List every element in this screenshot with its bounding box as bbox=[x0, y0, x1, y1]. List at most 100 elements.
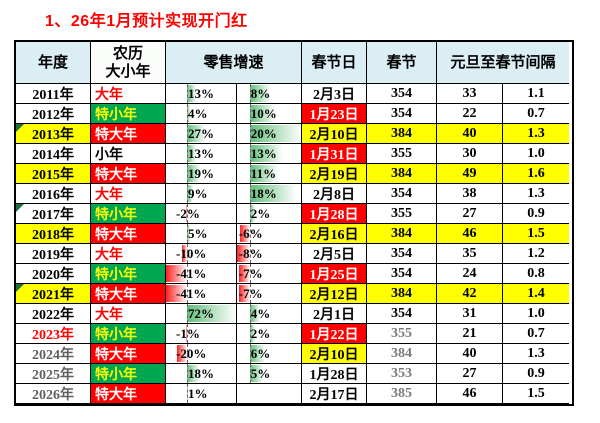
lunar-year-type-cell: 大年 bbox=[91, 304, 166, 324]
growth-value-label: 19% bbox=[188, 166, 214, 181]
zero-axis-line bbox=[187, 104, 188, 123]
growth-value-label: 27% bbox=[188, 126, 214, 141]
negative-data-bar bbox=[181, 245, 187, 262]
negative-data-bar bbox=[238, 285, 250, 302]
gap-days-cell: 46 bbox=[437, 384, 503, 404]
spring-festival-cell: 354 bbox=[367, 184, 437, 204]
gap-days-cell: 27 bbox=[437, 364, 503, 384]
header-cny-date: 春节日 bbox=[302, 42, 367, 84]
year-cell: 2011年 bbox=[16, 84, 91, 104]
negative-data-bar bbox=[240, 225, 250, 242]
header-retail-growth: 零售增速 bbox=[166, 42, 302, 84]
gap-days-cell: 21 bbox=[437, 324, 503, 344]
spring-festival-cell: 354 bbox=[367, 104, 437, 124]
retail-growth-cell-1: 72% bbox=[166, 304, 237, 324]
table-row: 2014年 小年 13% 13% 1月31日 355 30 1.0 bbox=[16, 144, 572, 164]
growth-value-label: 9% bbox=[188, 186, 208, 201]
table-header: 年度 农历 大小年 零售增速 春节日 春节 元旦至春节间隔 bbox=[16, 42, 572, 84]
gap-ratio-cell: 0.7 bbox=[503, 324, 569, 344]
growth-value-label: 18% bbox=[250, 186, 277, 201]
lunar-year-type-cell: 特小年 bbox=[91, 364, 166, 384]
cny-date-cell: 1月23日 bbox=[302, 104, 367, 124]
retail-growth-cell-1: 19% bbox=[166, 164, 237, 184]
table-row: 2017年 特小年 -2% 2% 1月28日 355 27 0.9 bbox=[16, 204, 572, 224]
growth-value-label: 5% bbox=[188, 226, 208, 241]
negative-data-bar bbox=[237, 245, 250, 262]
lunar-year-type-cell: 大年 bbox=[91, 184, 166, 204]
year-cell: 2017年 bbox=[16, 204, 91, 224]
cny-date-cell: 1月22日 bbox=[302, 324, 367, 344]
table-row: 2012年 特小年 4% 10% 1月23日 354 22 0.7 bbox=[16, 104, 572, 124]
year-cell: 2016年 bbox=[16, 184, 91, 204]
cny-date-cell: 2月8日 bbox=[302, 184, 367, 204]
gap-days-cell: 46 bbox=[437, 224, 503, 244]
table-row: 2024年 特大年 -20% 6% 2月10日 384 40 1.3 bbox=[16, 344, 572, 364]
growth-value-label: 20% bbox=[250, 126, 277, 141]
zero-axis-line bbox=[249, 264, 251, 283]
table-row: 2015年 特大年 19% 11% 2月19日 384 49 1.6 bbox=[16, 164, 572, 184]
cny-date-cell: 2月10日 bbox=[302, 124, 367, 144]
retail-growth-cell-1: 9% bbox=[166, 184, 237, 204]
gap-ratio-cell: 1.0 bbox=[503, 144, 569, 164]
positive-data-bar bbox=[249, 85, 271, 102]
year-cell: 2022年 bbox=[16, 304, 91, 324]
year-cell: 2025年 bbox=[16, 364, 91, 384]
year-cell: 2021年 bbox=[16, 284, 91, 304]
positive-data-bar bbox=[249, 345, 266, 362]
retail-growth-cell-1: -41% bbox=[166, 264, 237, 284]
gap-days-cell: 27 bbox=[437, 204, 503, 224]
retail-growth-cell-1: 18% bbox=[166, 364, 237, 384]
table-row: 2026年 特大年 1% 2月17日 385 46 1.5 bbox=[16, 384, 572, 404]
zero-axis-line bbox=[187, 244, 188, 263]
spring-festival-cell: 384 bbox=[367, 344, 437, 364]
gap-ratio-cell: 0.8 bbox=[503, 264, 569, 284]
zero-axis-line bbox=[187, 344, 188, 363]
zero-axis-line bbox=[249, 124, 251, 143]
positive-data-bar bbox=[187, 225, 191, 242]
gap-days-cell: 22 bbox=[437, 104, 503, 124]
spring-festival-table: 年度 农历 大小年 零售增速 春节日 春节 元旦至春节间隔 2011年 大年 1… bbox=[14, 40, 574, 406]
negative-data-bar bbox=[166, 265, 187, 282]
zero-axis-line bbox=[187, 304, 188, 323]
retail-growth-cell-1: 13% bbox=[166, 144, 237, 164]
spring-festival-cell: 355 bbox=[367, 144, 437, 164]
retail-growth-cell-1: 13% bbox=[166, 84, 237, 104]
negative-data-bar bbox=[186, 325, 187, 342]
cny-date-cell: 1月28日 bbox=[302, 204, 367, 224]
gap-days-cell: 31 bbox=[437, 304, 503, 324]
year-cell: 2020年 bbox=[16, 264, 91, 284]
positive-data-bar bbox=[187, 365, 200, 382]
gap-days-cell: 33 bbox=[437, 84, 503, 104]
positive-data-bar bbox=[249, 365, 263, 382]
gap-ratio-cell: 1.0 bbox=[503, 304, 569, 324]
growth-value-label: 11% bbox=[250, 166, 277, 181]
retail-growth-cell-2: 8% bbox=[237, 84, 302, 104]
spring-festival-cell: 385 bbox=[367, 384, 437, 404]
header-lunar-year-type: 农历 大小年 bbox=[91, 42, 166, 84]
negative-data-bar bbox=[238, 265, 250, 282]
cny-date-cell: 2月17日 bbox=[302, 384, 367, 404]
table-row: 2025年 特小年 18% 5% 1月28日 353 27 0.9 bbox=[16, 364, 572, 384]
zero-axis-line bbox=[249, 284, 251, 303]
zero-axis-line bbox=[249, 364, 251, 383]
positive-data-bar bbox=[187, 105, 190, 122]
zero-axis-line bbox=[249, 304, 251, 323]
year-cell: 2026年 bbox=[16, 384, 91, 404]
positive-data-bar bbox=[187, 165, 200, 182]
positive-data-bar bbox=[249, 305, 261, 322]
spring-festival-cell: 355 bbox=[367, 204, 437, 224]
gap-days-cell: 30 bbox=[437, 144, 503, 164]
header-year: 年度 bbox=[16, 42, 91, 84]
positive-data-bar bbox=[249, 325, 255, 342]
lunar-year-type-cell: 大年 bbox=[91, 84, 166, 104]
growth-value-label: 72% bbox=[188, 306, 214, 321]
growth-value-label: -6% bbox=[238, 226, 263, 241]
cny-date-cell: 1月28日 bbox=[302, 364, 367, 384]
lunar-year-type-cell: 特小年 bbox=[91, 204, 166, 224]
cny-date-cell: 1月31日 bbox=[302, 144, 367, 164]
zero-axis-line bbox=[187, 204, 188, 223]
gap-days-cell: 49 bbox=[437, 164, 503, 184]
lunar-year-type-cell: 特大年 bbox=[91, 384, 166, 404]
positive-data-bar bbox=[187, 145, 196, 162]
